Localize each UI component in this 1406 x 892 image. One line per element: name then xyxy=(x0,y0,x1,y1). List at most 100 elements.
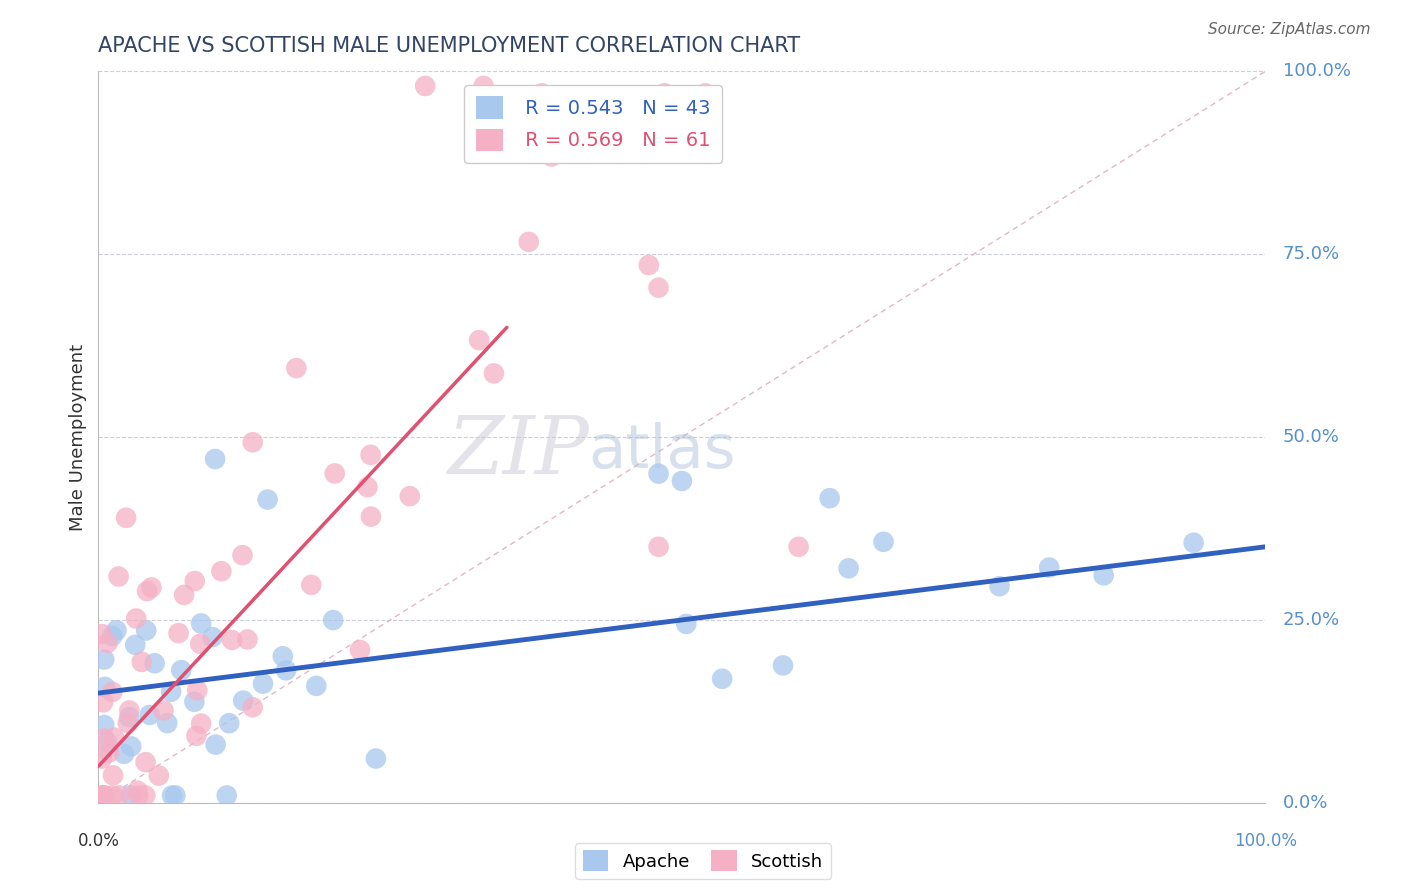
Point xyxy=(232,693,254,707)
Text: Source: ZipAtlas.com: Source: ZipAtlas.com xyxy=(1208,22,1371,37)
Legend:  R = 0.543   N = 43,  R = 0.569   N = 61: R = 0.543 N = 43, R = 0.569 N = 61 xyxy=(464,85,721,162)
Point xyxy=(93,652,115,666)
Point xyxy=(242,435,264,450)
Point xyxy=(93,789,115,803)
Point xyxy=(135,624,157,638)
Point xyxy=(190,716,212,731)
Point xyxy=(148,768,170,782)
Point xyxy=(356,480,378,494)
Point xyxy=(647,280,669,294)
Point xyxy=(112,747,135,761)
Point xyxy=(271,649,294,664)
Point xyxy=(124,638,146,652)
Point xyxy=(787,540,810,554)
Text: 50.0%: 50.0% xyxy=(1282,428,1340,446)
Point xyxy=(299,578,322,592)
Point xyxy=(156,716,179,731)
Point xyxy=(364,751,387,765)
Point xyxy=(201,630,224,644)
Point xyxy=(322,613,344,627)
Point xyxy=(103,731,125,745)
Text: 75.0%: 75.0% xyxy=(1282,245,1340,263)
Point xyxy=(90,751,112,765)
Point xyxy=(349,643,371,657)
Text: 25.0%: 25.0% xyxy=(1282,611,1340,629)
Point xyxy=(136,584,159,599)
Point xyxy=(108,789,131,803)
Point xyxy=(160,684,183,698)
Point xyxy=(256,492,278,507)
Point xyxy=(93,718,115,732)
Point xyxy=(838,561,860,575)
Point xyxy=(134,789,156,803)
Point xyxy=(115,510,138,524)
Point xyxy=(167,626,190,640)
Point xyxy=(236,632,259,647)
Point xyxy=(90,627,112,641)
Point xyxy=(675,616,697,631)
Point xyxy=(90,789,112,803)
Point xyxy=(105,624,128,638)
Point xyxy=(517,235,540,249)
Point xyxy=(96,735,118,749)
Point xyxy=(101,789,124,803)
Point xyxy=(605,130,627,145)
Point xyxy=(138,707,160,722)
Point xyxy=(1092,568,1115,582)
Point xyxy=(530,87,553,101)
Point xyxy=(91,695,114,709)
Point xyxy=(188,637,211,651)
Point xyxy=(127,789,149,803)
Point xyxy=(872,534,894,549)
Text: ZIP: ZIP xyxy=(447,413,589,491)
Point xyxy=(305,679,328,693)
Point xyxy=(173,588,195,602)
Point xyxy=(360,448,382,462)
Text: atlas: atlas xyxy=(589,422,737,481)
Point xyxy=(152,704,174,718)
Point xyxy=(647,540,669,554)
Point xyxy=(135,755,157,769)
Point xyxy=(1038,560,1060,574)
Point xyxy=(186,729,208,743)
Point xyxy=(93,789,115,803)
Point xyxy=(818,491,841,505)
Point xyxy=(637,258,659,272)
Point xyxy=(468,333,491,347)
Point xyxy=(107,569,129,583)
Text: 0.0%: 0.0% xyxy=(77,832,120,850)
Point xyxy=(772,658,794,673)
Point xyxy=(527,123,550,137)
Point xyxy=(482,367,505,381)
Point xyxy=(413,78,436,93)
Point xyxy=(204,452,226,467)
Point xyxy=(360,509,382,524)
Point xyxy=(98,746,121,760)
Point xyxy=(215,789,238,803)
Point xyxy=(252,676,274,690)
Point xyxy=(101,768,124,782)
Point xyxy=(242,700,264,714)
Point xyxy=(117,716,139,731)
Point xyxy=(1182,535,1205,549)
Point xyxy=(170,663,193,677)
Point xyxy=(398,489,420,503)
Text: 0.0%: 0.0% xyxy=(1282,794,1329,812)
Point xyxy=(96,636,118,650)
Legend: Apache, Scottish: Apache, Scottish xyxy=(575,843,831,879)
Point xyxy=(120,789,142,803)
Point xyxy=(186,683,208,698)
Point xyxy=(540,149,562,163)
Point xyxy=(988,579,1011,593)
Point xyxy=(647,467,669,481)
Point xyxy=(652,105,675,120)
Point xyxy=(118,703,141,717)
Point xyxy=(274,663,297,677)
Point xyxy=(204,738,226,752)
Point xyxy=(190,616,212,631)
Point xyxy=(221,632,243,647)
Point xyxy=(118,710,141,724)
Text: APACHE VS SCOTTISH MALE UNEMPLOYMENT CORRELATION CHART: APACHE VS SCOTTISH MALE UNEMPLOYMENT COR… xyxy=(98,36,800,56)
Point xyxy=(90,789,112,803)
Point xyxy=(143,657,166,671)
